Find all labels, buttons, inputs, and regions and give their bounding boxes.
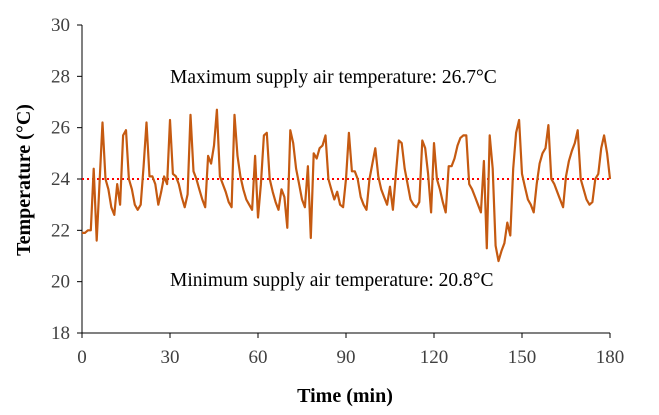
x-axis-ticks: 0 30 60 90 120 150 180 bbox=[77, 333, 624, 368]
y-tick-label: 18 bbox=[51, 323, 70, 344]
data-points bbox=[81, 109, 611, 262]
max-annotation: Maximum supply air temperature: 26.7°C bbox=[170, 67, 497, 88]
x-axis-title: Time (min) bbox=[297, 385, 393, 407]
y-axis-title: Temperature (°C) bbox=[13, 104, 35, 256]
y-tick-label: 30 bbox=[51, 15, 70, 36]
plot-area: 18 20 22 24 26 28 30 0 30 60 90 120 150 180 bbox=[51, 15, 624, 368]
x-tick-label: 180 bbox=[596, 347, 625, 368]
y-tick-label: 28 bbox=[51, 66, 70, 87]
series-line bbox=[82, 108, 612, 263]
x-tick-label: 0 bbox=[77, 347, 87, 368]
y-tick-label: 26 bbox=[51, 118, 70, 139]
y-axis-ticks: 18 20 22 24 26 28 30 bbox=[51, 15, 82, 344]
x-tick-label: 90 bbox=[337, 347, 356, 368]
x-tick-label: 150 bbox=[508, 347, 537, 368]
min-annotation: Minimum supply air temperature: 20.8°C bbox=[170, 270, 494, 291]
x-tick-label: 60 bbox=[249, 347, 268, 368]
y-tick-label: 20 bbox=[51, 272, 70, 293]
x-tick-label: 120 bbox=[420, 347, 449, 368]
y-tick-label: 24 bbox=[51, 169, 71, 190]
y-tick-label: 22 bbox=[51, 220, 70, 241]
x-tick-label: 30 bbox=[161, 347, 180, 368]
